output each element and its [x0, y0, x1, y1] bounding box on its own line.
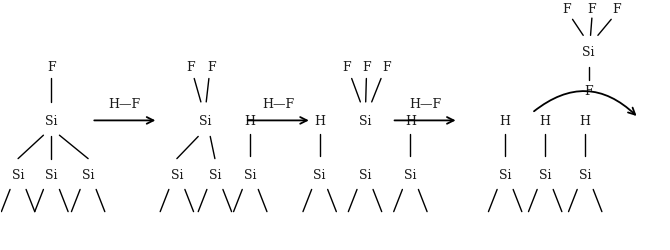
Text: Si: Si — [198, 114, 211, 128]
Text: H—F: H—F — [109, 97, 141, 110]
Text: H: H — [405, 114, 416, 128]
Text: F: F — [342, 60, 350, 73]
Text: F: F — [562, 3, 571, 16]
Text: H: H — [580, 114, 591, 128]
Text: Si: Si — [499, 168, 511, 181]
Text: F: F — [207, 60, 216, 73]
Text: Si: Si — [12, 168, 24, 181]
Text: Si: Si — [244, 168, 257, 181]
Text: Si: Si — [579, 168, 592, 181]
Text: Si: Si — [582, 46, 595, 59]
Text: Si: Si — [404, 168, 417, 181]
Text: H: H — [245, 114, 256, 128]
Text: Si: Si — [358, 168, 371, 181]
Text: H: H — [500, 114, 511, 128]
Text: Si: Si — [171, 168, 183, 181]
Text: F: F — [584, 85, 593, 98]
Text: H: H — [314, 114, 325, 128]
Text: F: F — [382, 60, 391, 73]
Text: Si: Si — [539, 168, 551, 181]
Text: F: F — [362, 60, 371, 73]
Text: Si: Si — [45, 114, 58, 128]
Text: Si: Si — [45, 168, 58, 181]
Text: F: F — [588, 3, 596, 16]
Text: H—F: H—F — [409, 97, 441, 110]
Text: F: F — [186, 60, 194, 73]
Text: Si: Si — [82, 168, 94, 181]
Text: H—F: H—F — [262, 97, 294, 110]
Text: Si: Si — [314, 168, 326, 181]
Text: Si: Si — [358, 114, 371, 128]
Text: F: F — [612, 3, 621, 16]
Text: H: H — [539, 114, 551, 128]
Text: F: F — [47, 60, 56, 73]
Text: Si: Si — [208, 168, 221, 181]
